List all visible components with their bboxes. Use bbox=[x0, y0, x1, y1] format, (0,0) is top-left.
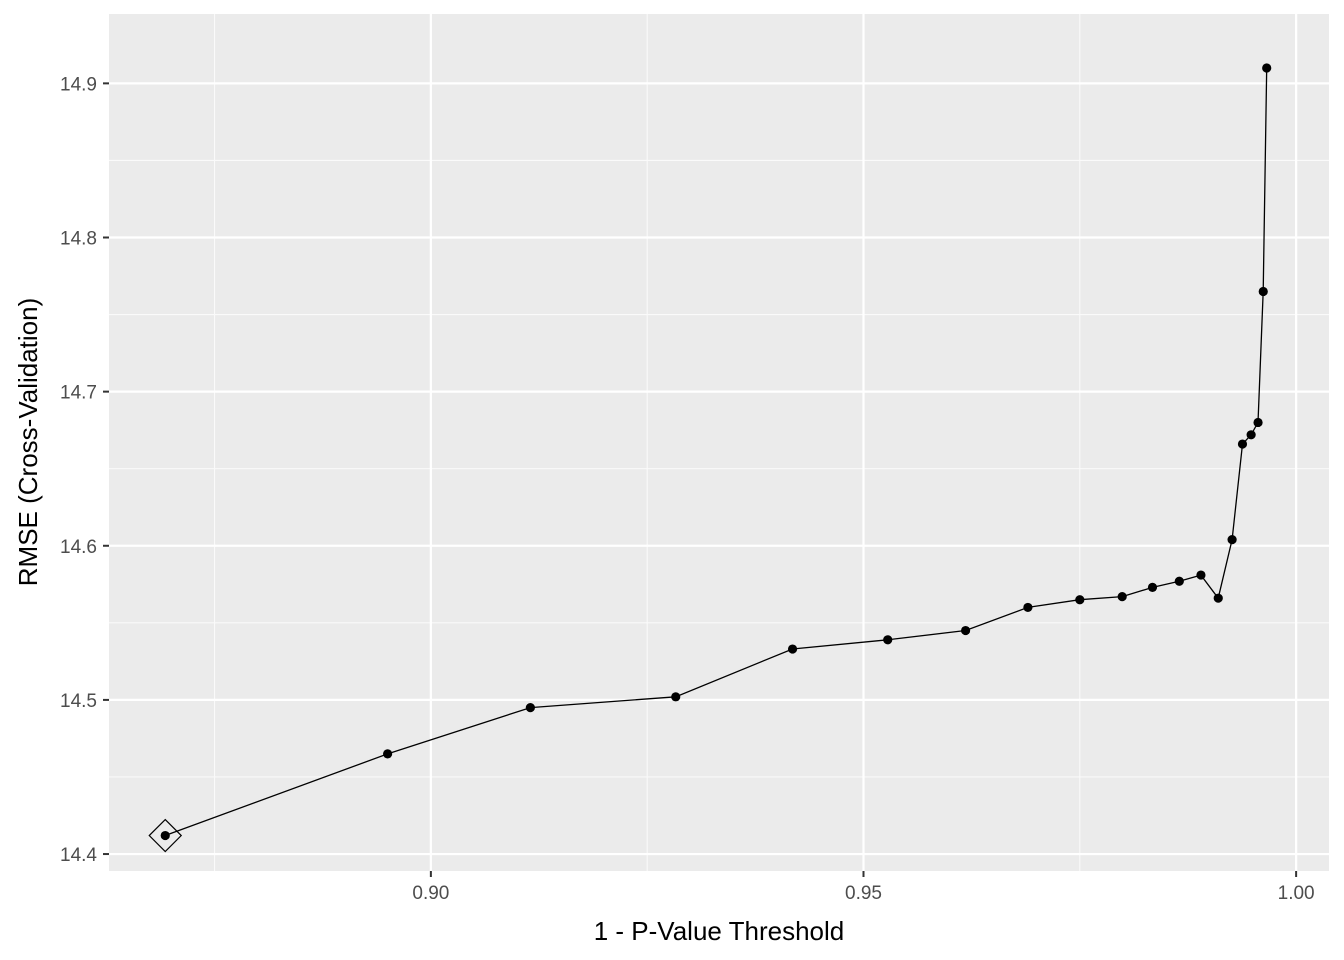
data-point bbox=[1196, 570, 1206, 580]
y-tick-label: 14.9 bbox=[60, 74, 97, 95]
y-axis-ticks: 14.4 14.5 14.6 14.7 14.8 14.9 bbox=[60, 74, 109, 866]
data-point bbox=[1246, 430, 1256, 440]
data-point bbox=[1262, 63, 1272, 73]
data-point bbox=[671, 692, 681, 702]
data-point bbox=[1253, 417, 1263, 428]
panel-background bbox=[109, 14, 1329, 871]
x-tick-label: 0.90 bbox=[412, 883, 449, 904]
best-point-highlight bbox=[148, 818, 183, 853]
grid-minor bbox=[109, 14, 1329, 871]
x-tick-label: 1.00 bbox=[1278, 883, 1315, 904]
data-point bbox=[160, 830, 170, 841]
data-point bbox=[1237, 439, 1248, 449]
y-tick-label: 14.7 bbox=[60, 383, 97, 404]
data-points bbox=[160, 63, 1272, 841]
y-axis-title: RMSE (Cross-Validation) bbox=[13, 298, 43, 586]
data-point bbox=[787, 644, 798, 654]
x-axis-ticks: 0.90 0.95 1.00 bbox=[412, 871, 1315, 904]
data-point bbox=[1075, 595, 1085, 605]
data-point bbox=[1213, 593, 1223, 603]
x-axis-title: 1 - P-Value Threshold bbox=[594, 916, 845, 946]
data-point bbox=[525, 703, 535, 713]
x-tick-label: 0.95 bbox=[845, 883, 882, 904]
data-point bbox=[960, 625, 971, 636]
data-point bbox=[383, 749, 393, 759]
data-point bbox=[1147, 582, 1158, 592]
y-tick-label: 14.4 bbox=[60, 845, 97, 866]
data-point bbox=[883, 635, 893, 645]
data-point bbox=[1258, 286, 1268, 297]
data-point bbox=[1174, 576, 1184, 586]
y-tick-label: 14.6 bbox=[60, 537, 97, 558]
data-point bbox=[1117, 592, 1127, 602]
data-point bbox=[1227, 535, 1237, 545]
highlight-diamond bbox=[148, 818, 183, 853]
y-tick-label: 14.8 bbox=[60, 228, 97, 249]
y-tick-label: 14.5 bbox=[60, 691, 97, 712]
grid-major bbox=[109, 14, 1329, 871]
data-point bbox=[1023, 602, 1033, 613]
